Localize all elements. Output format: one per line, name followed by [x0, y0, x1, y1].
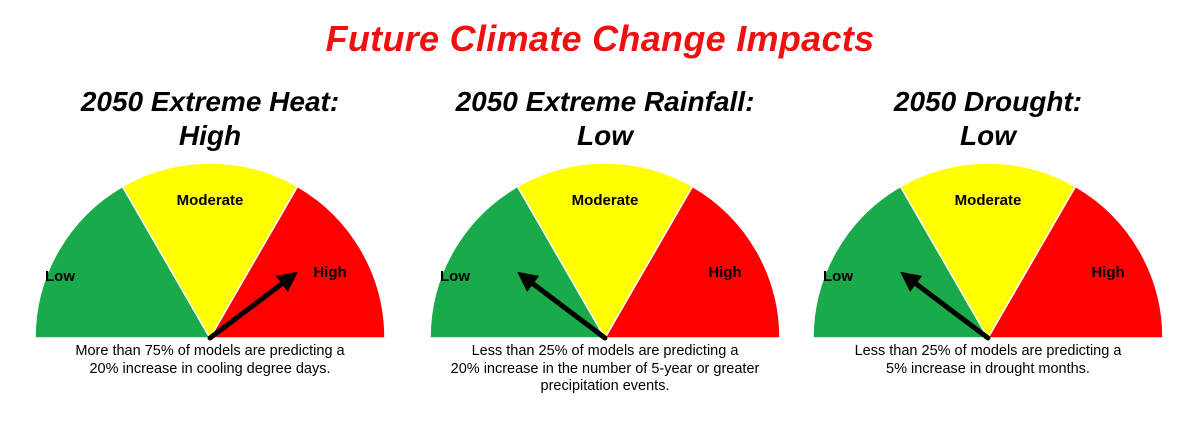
- heat-panel: 2050 Extreme Heat: High Low Moderate High …: [10, 0, 410, 425]
- high-label: High: [708, 264, 741, 281]
- panel-caption: More than 75% of models are predicting a…: [10, 343, 410, 378]
- panel-rating: Low: [577, 120, 633, 151]
- moderate-zone: [121, 162, 299, 340]
- caption-line: 20% increase in cooling degree days.: [89, 360, 331, 377]
- panel-title: 2050 Extreme Rainfall:: [455, 86, 755, 117]
- low-label: Low: [45, 268, 75, 285]
- moderate-label: Moderate: [177, 192, 244, 209]
- rainfall-gauge: Low Moderate High: [429, 162, 781, 341]
- high-zone: [208, 185, 386, 339]
- heat-gauge: Low Moderate High: [34, 162, 386, 341]
- needle-arrow-icon: [900, 271, 923, 292]
- drought-panel: 2050 Drought: Low Low Moderate High Less t…: [788, 0, 1188, 425]
- needle-shaft: [913, 281, 991, 341]
- caption-line: Less than 25% of models are predicting a: [471, 343, 739, 359]
- panel-caption: Less than 25% of models are predicting a…: [405, 343, 805, 396]
- low-zone: [429, 185, 607, 339]
- low-label: Low: [440, 268, 470, 285]
- rainfall-panel: 2050 Extreme Rainfall: Low Low Moderate Hi…: [405, 0, 805, 425]
- needle-shaft: [530, 281, 608, 341]
- caption-line: precipitation events.: [540, 378, 670, 394]
- caption-line: 20% increase in the number of 5-year or …: [450, 360, 760, 377]
- panel-rating: High: [178, 120, 242, 151]
- moderate-label: Moderate: [572, 192, 639, 209]
- panel-title: 2050 Extreme Heat:: [80, 86, 340, 117]
- panel-rating: Low: [960, 120, 1016, 151]
- panel-caption: Less than 25% of models are predicting a…: [788, 343, 1188, 378]
- moderate-label: Moderate: [955, 192, 1022, 209]
- high-label: High: [313, 264, 346, 281]
- low-zone: [34, 185, 212, 339]
- caption-line: Less than 25% of models are predicting a: [854, 343, 1122, 359]
- needle-arrow-icon: [275, 271, 298, 292]
- needle-shaft: [207, 281, 285, 341]
- panel-title: 2050 Drought:: [893, 86, 1083, 117]
- high-zone: [986, 185, 1164, 339]
- low-label: Low: [823, 268, 853, 285]
- drought-gauge: Low Moderate High: [812, 162, 1164, 341]
- low-zone: [812, 185, 990, 339]
- page-title: Future Climate Change Impacts: [325, 18, 875, 59]
- caption-line: More than 75% of models are predicting a: [75, 343, 345, 359]
- high-zone: [603, 185, 781, 339]
- caption-line: 5% increase in drought months.: [886, 360, 1090, 377]
- moderate-zone: [899, 162, 1077, 340]
- moderate-zone: [516, 162, 694, 340]
- high-label: High: [1091, 264, 1124, 281]
- needle-arrow-icon: [517, 271, 540, 292]
